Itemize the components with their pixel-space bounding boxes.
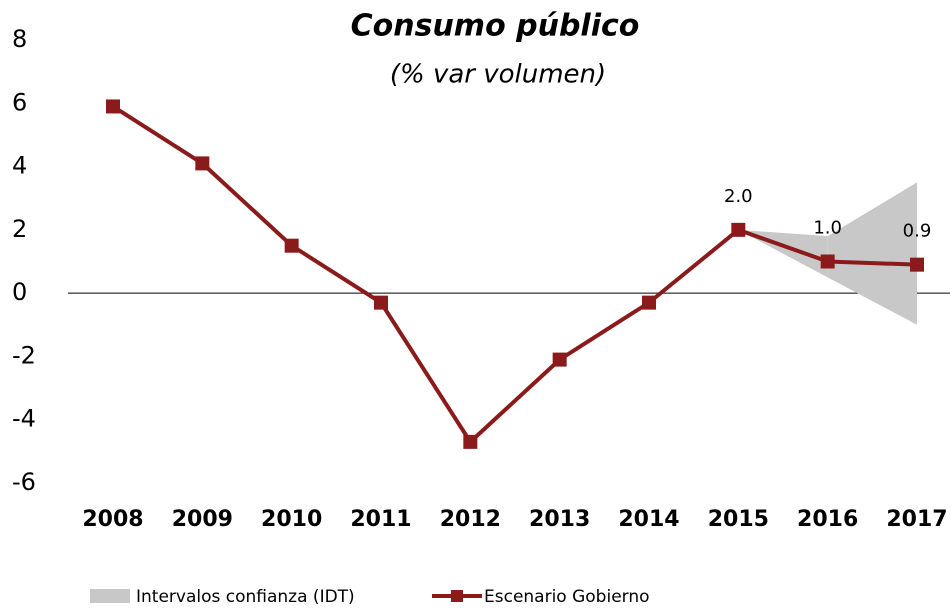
plot-area: -6 -4 -2 0 2 4 6 8 2008 2009 2010 2011 2012 2013 2014 2… xyxy=(12,25,950,532)
x-tick-label: 2014 xyxy=(618,507,679,532)
data-point xyxy=(910,257,924,272)
legend-marker xyxy=(451,590,463,602)
x-tick-label: 2013 xyxy=(529,507,590,532)
data-point xyxy=(642,295,656,310)
y-tick-label: -2 xyxy=(12,341,36,369)
legend-swatch xyxy=(90,589,130,603)
data-point xyxy=(106,99,120,114)
y-tick-label: -6 xyxy=(12,468,36,496)
confidence-band xyxy=(827,182,917,325)
value-label: 2.0 xyxy=(724,186,753,207)
chart-title: Consumo público xyxy=(351,9,640,44)
value-label: 0.9 xyxy=(903,221,932,242)
y-tick-label: 8 xyxy=(12,25,27,53)
x-tick-label: 2012 xyxy=(440,507,501,532)
x-tick-label: 2009 xyxy=(172,507,233,532)
data-point xyxy=(463,434,478,449)
y-tick-label: 2 xyxy=(12,215,27,243)
data-point xyxy=(374,295,388,310)
x-tick-label: 2011 xyxy=(350,507,411,532)
y-tick-label: 0 xyxy=(12,278,27,306)
y-tick-label: 4 xyxy=(12,152,27,180)
confidence-band xyxy=(738,229,828,278)
x-tick-label: 2010 xyxy=(261,507,322,532)
x-tick-label: 2008 xyxy=(82,507,143,532)
x-tick-label: 2015 xyxy=(708,507,769,532)
chart-subtitle: (% var volumen) xyxy=(390,60,606,90)
data-point xyxy=(284,238,299,253)
legend: Intervalos confianza (IDT) Escenario Gobi… xyxy=(90,587,650,607)
value-label: 1.0 xyxy=(813,218,842,239)
data-point xyxy=(552,352,567,367)
y-tick-label: -4 xyxy=(12,405,36,433)
y-tick-label: 6 xyxy=(12,88,27,116)
data-point xyxy=(820,254,835,269)
x-tick-label: 2017 xyxy=(886,507,947,532)
data-point xyxy=(195,156,210,171)
x-tick-label: 2016 xyxy=(797,507,858,532)
legend-label: Escenario Gobierno xyxy=(484,587,650,607)
series-line xyxy=(111,104,918,444)
legend-label: Intervalos confianza (IDT) xyxy=(136,587,355,607)
data-point xyxy=(731,222,746,237)
